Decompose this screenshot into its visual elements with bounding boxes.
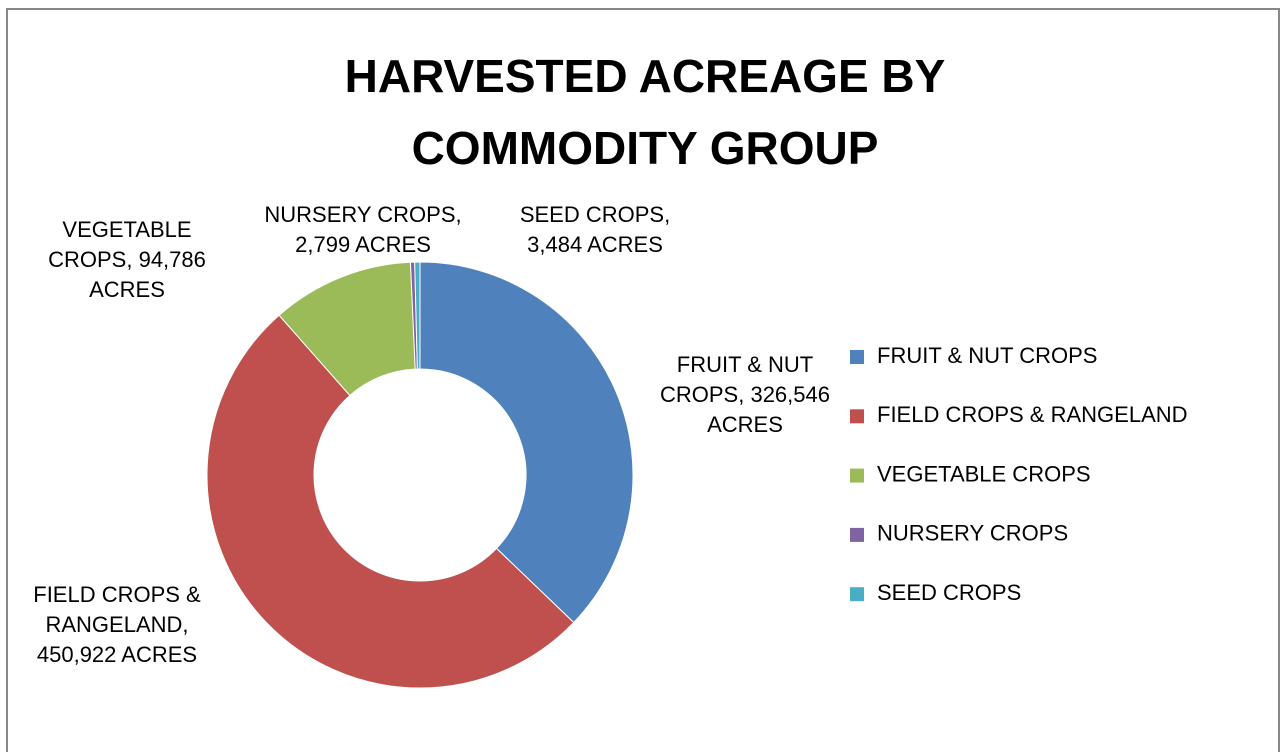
legend-label: SEED CROPS <box>877 580 1021 605</box>
legend-label: NURSERY CROPS <box>877 521 1068 546</box>
legend-swatch <box>850 350 864 364</box>
chart-border <box>6 8 1280 752</box>
donut-segment <box>414 261 421 370</box>
legend-swatch <box>850 527 864 542</box>
legend-swatch <box>850 587 864 602</box>
data-label: VEGETABLE CROPS, 94,786 ACRES <box>48 217 206 302</box>
data-label: FRUIT & NUT CROPS, 326,546 ACRES <box>660 352 830 437</box>
data-label: FIELD CROPS & RANGELAND, 450,922 ACRES <box>33 582 201 667</box>
legend-swatch <box>850 468 864 483</box>
donut-segment <box>206 314 575 689</box>
chart-title: HARVESTED ACREAGE BY COMMODITY GROUP <box>344 50 946 174</box>
data-label: SEED CROPS, 3,484 ACRES <box>519 202 671 257</box>
legend-swatch <box>850 409 864 424</box>
donut-segment <box>419 261 634 624</box>
legend-label: FRUIT & NUT CROPS <box>877 343 1097 368</box>
data-label: NURSERY CROPS, 2,799 ACRES <box>264 202 462 257</box>
legend-label: FIELD CROPS & RANGELAND <box>877 402 1188 427</box>
legend-label: VEGETABLE CROPS <box>877 461 1091 486</box>
